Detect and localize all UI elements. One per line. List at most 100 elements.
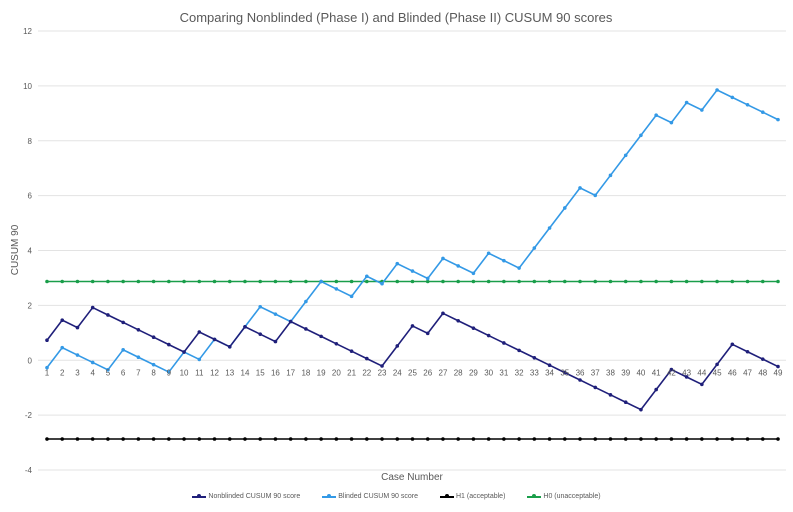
data-point [425,331,430,336]
legend-swatch [322,494,337,498]
x-tick-label: 32 [515,368,524,377]
data-point [380,364,384,368]
data-point [258,279,263,284]
data-point [273,339,278,344]
data-point [75,279,80,284]
y-tick-label: 8 [28,137,33,146]
data-point [760,437,765,441]
x-tick-label: 36 [576,368,585,377]
data-point [639,133,643,138]
data-point [121,437,125,441]
x-tick-label: 12 [210,368,219,377]
data-point [669,120,674,125]
data-point [60,318,65,322]
data-point [45,338,49,343]
x-tick-label: 22 [362,368,371,377]
x-tick-label: 14 [241,368,250,377]
y-tick-label: 10 [23,82,32,91]
data-point [456,318,460,323]
x-tick-label: 43 [682,368,691,377]
data-point [532,246,537,250]
data-point [167,342,171,347]
data-point [425,279,430,284]
data-point [654,279,658,284]
data-point [517,266,521,270]
x-tick-label: 13 [225,368,234,377]
x-tick-label: 42 [667,368,676,377]
series-blinded-cusum-90-score [45,88,780,374]
data-point [319,334,323,339]
data-point [547,437,552,441]
data-point [167,279,171,284]
data-point [349,279,354,284]
data-point [730,342,735,347]
x-tick-label: 21 [347,368,356,377]
x-tick-label: 3 [75,368,80,377]
data-point [669,279,674,284]
data-point [349,294,354,299]
data-point [456,437,460,441]
data-point [75,353,80,357]
data-point [365,279,369,284]
x-tick-label: 33 [530,368,539,377]
data-point [547,226,552,230]
data-point [182,350,186,354]
x-tick-label: 47 [743,368,752,377]
data-point [243,437,247,441]
x-tick-label: 10 [180,368,189,377]
data-point [288,437,293,441]
x-axis-label: Case Number [381,472,443,483]
x-tick-label: 41 [652,368,661,377]
data-point [578,437,582,441]
x-tick-label: 39 [621,368,630,377]
data-point [532,355,537,360]
data-point [456,279,460,284]
data-point [197,330,202,334]
data-point [151,279,156,284]
x-tick-label: 20 [332,368,341,377]
data-point [121,279,125,284]
data-point [182,279,186,284]
data-point [288,319,293,324]
data-point [45,437,49,441]
data-point [745,349,750,354]
data-point [578,186,582,190]
data-point [730,279,735,284]
data-point [45,279,49,284]
data-point [502,258,506,263]
data-point [60,437,65,441]
data-point [365,437,369,441]
legend-swatch [192,494,207,498]
legend-label: H1 (acceptable) [455,493,506,500]
data-point [532,437,537,441]
data-point [578,378,582,382]
data-point [623,400,628,405]
data-point [502,279,506,284]
x-tick-label: 46 [728,368,737,377]
x-tick-label: 35 [560,368,569,377]
data-point [243,324,247,329]
data-point [654,113,658,118]
data-point [471,271,476,276]
data-point [547,279,552,284]
legend: Nonblinded CUSUM 90 score Blinded CUSUM 9… [0,493,793,500]
data-point [760,357,765,361]
data-point [760,110,765,115]
data-point [593,437,598,441]
data-point [700,382,704,387]
x-tick-label: 44 [697,368,706,377]
data-point [334,279,339,284]
data-point [593,279,598,284]
data-point [684,437,689,441]
data-point [715,88,719,92]
data-point [608,393,613,397]
data-point [212,279,217,284]
data-point [106,437,110,441]
x-tick-label: 23 [378,368,387,377]
data-point [623,279,628,284]
data-point [60,345,65,350]
data-point [441,256,445,261]
data-point [395,437,400,441]
x-tick-label: 8 [151,368,156,377]
